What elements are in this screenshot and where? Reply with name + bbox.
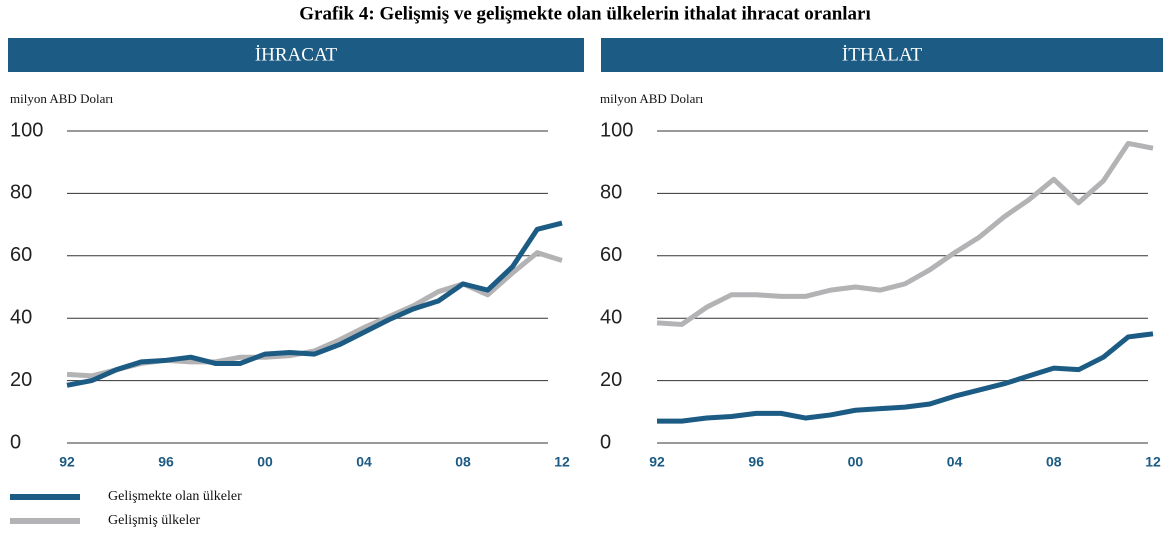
y-tick-label: 0 (600, 431, 611, 453)
y-tick-label: 40 (600, 306, 622, 328)
y-tick-label: 40 (10, 306, 32, 328)
x-tick-label: 92 (59, 454, 75, 470)
y-axis-label: milyon ABD Doları (10, 91, 114, 106)
panel-title: İHRACAT (255, 44, 338, 65)
y-tick-label: 100 (10, 119, 43, 141)
data-line (656, 140, 1154, 327)
x-tick-label: 04 (947, 454, 963, 470)
panel-title: İTHALAT (842, 44, 923, 65)
y-tick-label: 20 (10, 369, 32, 391)
y-tick-label: 80 (10, 182, 32, 204)
x-tick-label: 96 (748, 454, 764, 470)
data-line (66, 220, 563, 388)
x-tick-label: 08 (455, 454, 471, 470)
panel-banner (601, 38, 1163, 72)
x-tick-label: 00 (257, 454, 273, 470)
y-tick-label: 80 (600, 182, 622, 204)
panel-banner (8, 38, 584, 72)
x-tick-label: 12 (554, 454, 570, 470)
legend-label: Gelişmiş ülkeler (108, 513, 200, 528)
x-tick-label: 12 (1145, 454, 1161, 470)
y-tick-label: 60 (600, 244, 622, 266)
x-tick-label: 00 (848, 454, 864, 470)
page-title: Grafik 4: Gelişmiş ve gelişmekte olan ül… (299, 3, 871, 24)
data-line (66, 250, 563, 379)
y-tick-label: 100 (600, 119, 633, 141)
x-tick-label: 92 (649, 454, 665, 470)
x-tick-label: 04 (356, 454, 372, 470)
legend-label: Gelişmekte olan ülkeler (108, 489, 242, 504)
y-tick-label: 60 (10, 244, 32, 266)
y-tick-label: 20 (600, 369, 622, 391)
x-tick-label: 96 (158, 454, 174, 470)
y-tick-label: 0 (10, 431, 21, 453)
data-line (657, 331, 1154, 424)
x-tick-label: 08 (1046, 454, 1062, 470)
y-axis-label: milyon ABD Doları (600, 91, 704, 106)
